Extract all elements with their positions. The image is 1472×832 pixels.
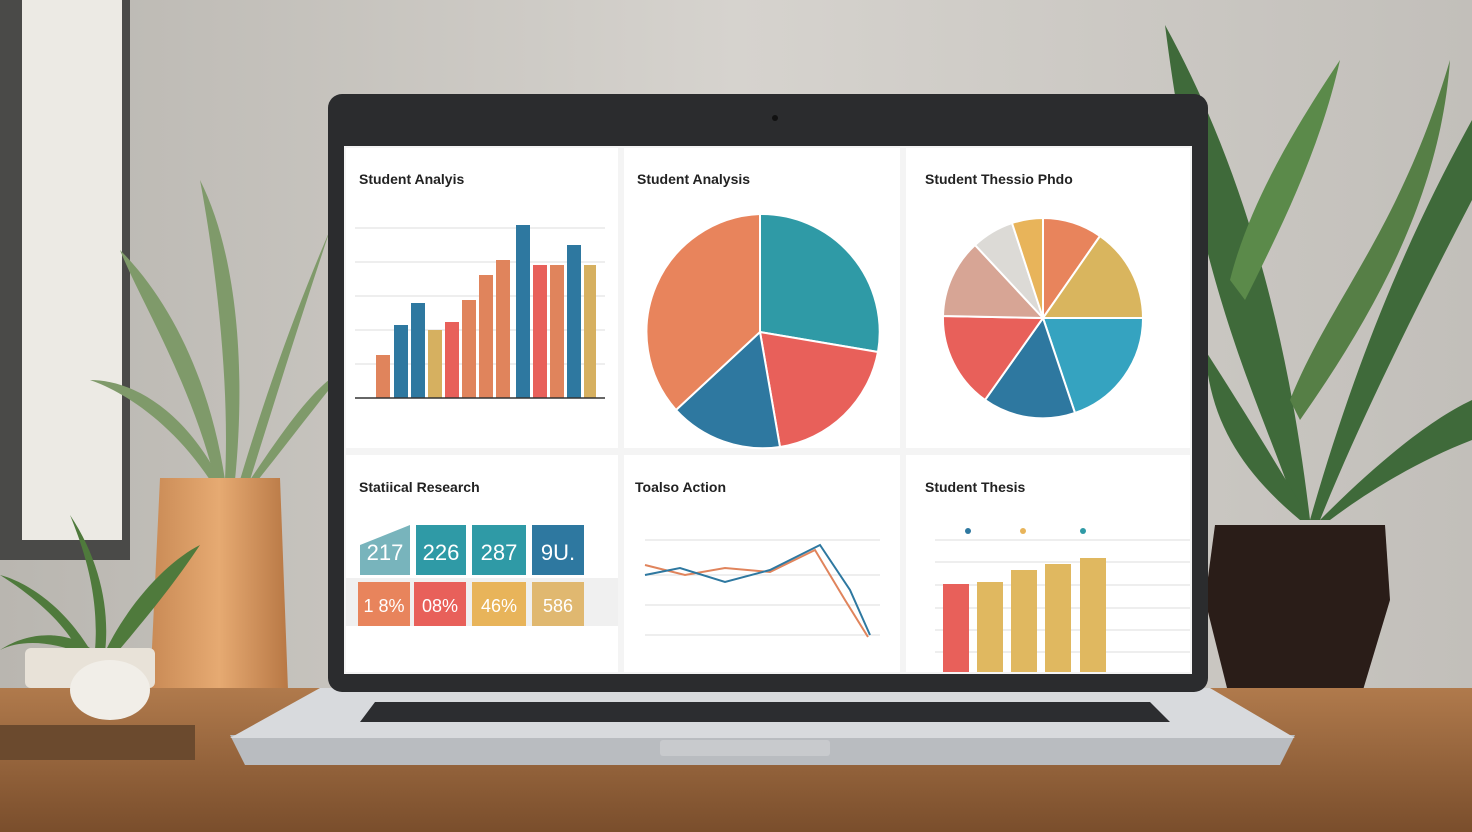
panel-title: Toalso Action [635, 479, 726, 495]
kpi-tiles [346, 525, 618, 626]
line-illustration [644, 539, 880, 638]
panel-title: Statiical Research [359, 479, 480, 495]
vase [150, 478, 288, 690]
panel-title: Student Analysis [637, 171, 750, 187]
plant-left [90, 180, 345, 480]
panel-title: Student Thesis [925, 479, 1026, 495]
kpi-value: 08% [422, 596, 458, 616]
panel-title: Student Thessio Phdo [925, 171, 1073, 187]
camera [772, 115, 778, 121]
kpi-value: 46% [481, 596, 517, 616]
window [22, 0, 122, 540]
pie-illustration [941, 216, 1145, 420]
pot-right [1205, 525, 1390, 700]
kpi-value: 217 [367, 540, 404, 565]
keyboard [360, 702, 1170, 722]
kpi-value: 226 [423, 540, 460, 565]
plant-small [0, 515, 200, 655]
pie-illustration [645, 212, 881, 450]
kpi-value: 1 8% [363, 596, 404, 616]
panel-title: Student Analyis [359, 171, 464, 187]
bar-illustration [355, 225, 605, 399]
ornament [70, 660, 150, 720]
kpi-value: 9U. [541, 540, 575, 565]
kpi-value: 586 [543, 596, 573, 616]
bar-illustration [935, 528, 1190, 672]
kpi-value: 287 [481, 540, 518, 565]
book [0, 725, 195, 760]
trackpad [660, 740, 830, 756]
